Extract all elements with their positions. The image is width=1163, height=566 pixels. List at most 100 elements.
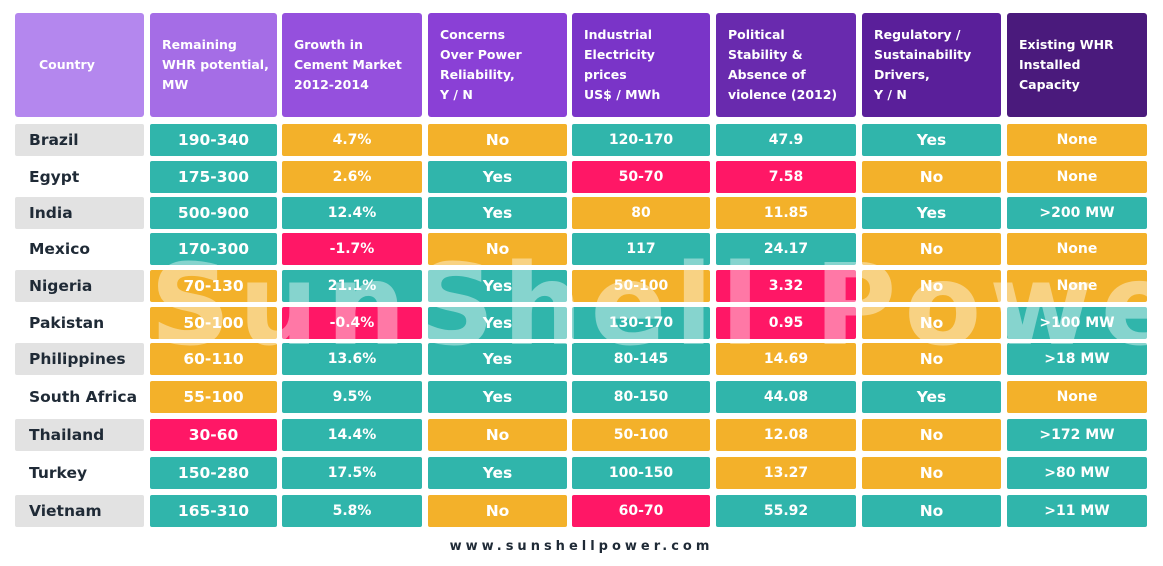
regulatory-drivers-cell: No bbox=[862, 419, 1001, 451]
regulatory-drivers-cell: No bbox=[862, 495, 1001, 527]
whr-potential-cell: 30-60 bbox=[150, 419, 277, 451]
power-concerns-cell: Yes bbox=[428, 307, 567, 339]
political-stability-cell: 24.17 bbox=[716, 233, 856, 265]
column-header-label: Industrial Electricity prices US$ / MWh bbox=[584, 27, 661, 102]
whr-potential-cell: 500-900 bbox=[150, 197, 277, 229]
political-stability-cell: 11.85 bbox=[716, 197, 856, 229]
whr-potential-cell: 170-300 bbox=[150, 233, 277, 265]
column-header-label: Existing WHR Installed Capacity bbox=[1019, 37, 1114, 92]
column-header: Country bbox=[15, 13, 144, 117]
political-stability-cell: 14.69 bbox=[716, 343, 856, 375]
whr-capacity-cell: None bbox=[1007, 270, 1147, 302]
power-concerns-cell: Yes bbox=[428, 161, 567, 193]
whr-capacity-cell: >172 MW bbox=[1007, 419, 1147, 451]
country-label: Philippines bbox=[15, 343, 144, 375]
power-concerns-cell: Yes bbox=[428, 457, 567, 489]
political-stability-cell: 7.58 bbox=[716, 161, 856, 193]
country-label: Nigeria bbox=[15, 270, 144, 302]
cement-growth-cell: -0.4% bbox=[282, 307, 422, 339]
column-header-label: Regulatory / Sustainability Drivers, Y /… bbox=[874, 27, 972, 102]
political-stability-cell: 12.08 bbox=[716, 419, 856, 451]
whr-capacity-cell: >18 MW bbox=[1007, 343, 1147, 375]
country-label: Turkey bbox=[29, 464, 88, 482]
political-stability-cell: 55.92 bbox=[716, 495, 856, 527]
electricity-price-cell: 100-150 bbox=[572, 457, 710, 489]
country-label: Thailand bbox=[15, 419, 144, 451]
regulatory-drivers-cell: No bbox=[862, 270, 1001, 302]
electricity-price-cell: 80-145 bbox=[572, 343, 710, 375]
column-header-label: Concerns Over Power Reliability, Y / N bbox=[440, 27, 522, 102]
country-label: India bbox=[15, 197, 144, 229]
column-header: Industrial Electricity prices US$ / MWh bbox=[572, 13, 710, 117]
electricity-price-cell: 80-150 bbox=[572, 381, 710, 413]
cement-growth-cell: 14.4% bbox=[282, 419, 422, 451]
whr-potential-cell: 165-310 bbox=[150, 495, 277, 527]
power-concerns-cell: No bbox=[428, 124, 567, 156]
political-stability-cell: 13.27 bbox=[716, 457, 856, 489]
whr-capacity-cell: >100 MW bbox=[1007, 307, 1147, 339]
whr-capacity-cell: None bbox=[1007, 233, 1147, 265]
electricity-price-cell: 120-170 bbox=[572, 124, 710, 156]
power-concerns-cell: No bbox=[428, 419, 567, 451]
cement-growth-cell: -1.7% bbox=[282, 233, 422, 265]
regulatory-drivers-cell: Yes bbox=[862, 381, 1001, 413]
regulatory-drivers-cell: No bbox=[862, 161, 1001, 193]
whr-potential-cell: 150-280 bbox=[150, 457, 277, 489]
regulatory-drivers-cell: No bbox=[862, 457, 1001, 489]
electricity-price-cell: 50-100 bbox=[572, 419, 710, 451]
cement-growth-cell: 9.5% bbox=[282, 381, 422, 413]
whr-potential-cell: 175-300 bbox=[150, 161, 277, 193]
whr-capacity-cell: None bbox=[1007, 161, 1147, 193]
electricity-price-cell: 60-70 bbox=[572, 495, 710, 527]
cement-growth-cell: 5.8% bbox=[282, 495, 422, 527]
column-header: Regulatory / Sustainability Drivers, Y /… bbox=[862, 13, 1001, 117]
whr-potential-cell: 190-340 bbox=[150, 124, 277, 156]
country-label: Vietnam bbox=[15, 495, 144, 527]
country-label: South Africa bbox=[29, 388, 138, 406]
column-header: Concerns Over Power Reliability, Y / N bbox=[428, 13, 567, 117]
power-concerns-cell: Yes bbox=[428, 197, 567, 229]
country-label: Mexico bbox=[29, 240, 91, 258]
political-stability-cell: 3.32 bbox=[716, 270, 856, 302]
whr-capacity-cell: >11 MW bbox=[1007, 495, 1147, 527]
column-header: Growth in Cement Market 2012-2014 bbox=[282, 13, 422, 117]
whr-capacity-cell: None bbox=[1007, 381, 1147, 413]
power-concerns-cell: Yes bbox=[428, 343, 567, 375]
electricity-price-cell: 117 bbox=[572, 233, 710, 265]
column-header-label: Country bbox=[39, 57, 95, 72]
cement-growth-cell: 2.6% bbox=[282, 161, 422, 193]
cement-growth-cell: 13.6% bbox=[282, 343, 422, 375]
cement-growth-cell: 17.5% bbox=[282, 457, 422, 489]
website-footer: www.sunshellpower.com bbox=[449, 539, 714, 554]
political-stability-cell: 47.9 bbox=[716, 124, 856, 156]
column-header-label: Growth in Cement Market 2012-2014 bbox=[294, 37, 402, 92]
whr-capacity-cell: >200 MW bbox=[1007, 197, 1147, 229]
column-header-label: Remaining WHR potential, MW bbox=[162, 37, 269, 92]
column-header: Political Stability & Absence of violenc… bbox=[716, 13, 856, 117]
power-concerns-cell: No bbox=[428, 233, 567, 265]
whr-potential-cell: 60-110 bbox=[150, 343, 277, 375]
electricity-price-cell: 80 bbox=[572, 197, 710, 229]
cement-growth-cell: 12.4% bbox=[282, 197, 422, 229]
regulatory-drivers-cell: Yes bbox=[862, 197, 1001, 229]
regulatory-drivers-cell: No bbox=[862, 233, 1001, 265]
power-concerns-cell: Yes bbox=[428, 381, 567, 413]
country-label: Pakistan bbox=[29, 314, 105, 332]
country-label: Egypt bbox=[29, 168, 80, 186]
column-header: Remaining WHR potential, MW bbox=[150, 13, 277, 117]
political-stability-cell: 44.08 bbox=[716, 381, 856, 413]
country-label: Brazil bbox=[15, 124, 144, 156]
electricity-price-cell: 50-100 bbox=[572, 270, 710, 302]
whr-potential-cell: 55-100 bbox=[150, 381, 277, 413]
column-header: Existing WHR Installed Capacity bbox=[1007, 13, 1147, 117]
power-concerns-cell: Yes bbox=[428, 270, 567, 302]
whr-capacity-cell: None bbox=[1007, 124, 1147, 156]
political-stability-cell: 0.95 bbox=[716, 307, 856, 339]
column-header-label: Political Stability & Absence of violenc… bbox=[728, 27, 838, 102]
cement-growth-cell: 21.1% bbox=[282, 270, 422, 302]
whr-potential-cell: 70-130 bbox=[150, 270, 277, 302]
regulatory-drivers-cell: Yes bbox=[862, 124, 1001, 156]
electricity-price-cell: 130-170 bbox=[572, 307, 710, 339]
power-concerns-cell: No bbox=[428, 495, 567, 527]
cement-growth-cell: 4.7% bbox=[282, 124, 422, 156]
